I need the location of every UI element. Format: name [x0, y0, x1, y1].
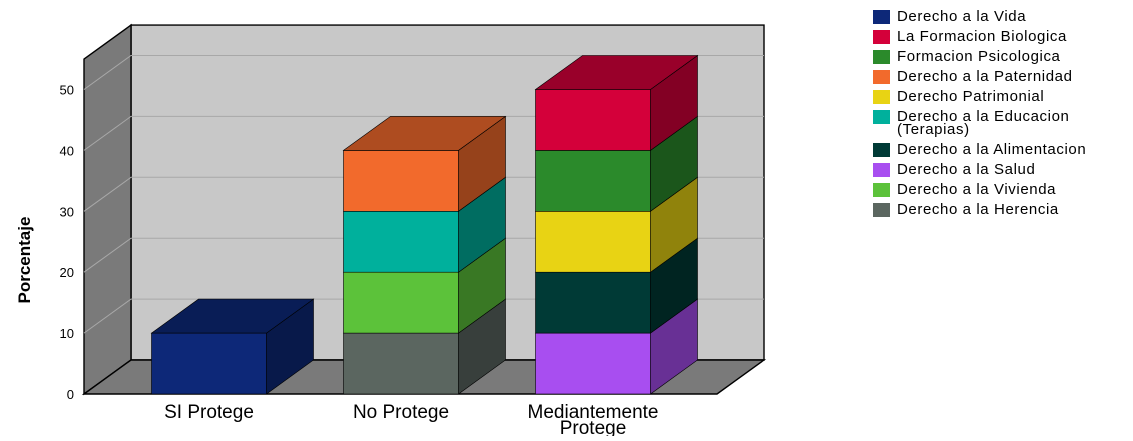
bar-segment [151, 332, 267, 395]
legend-item: Derecho a la Vivienda [873, 181, 1133, 201]
legend-item: Derecho a la Paternidad [873, 68, 1133, 88]
bar-segment [343, 150, 459, 212]
bar-segment-top [534, 55, 699, 90]
legend-swatch [873, 163, 890, 177]
bar-segment [535, 89, 651, 151]
bar-segment [343, 271, 459, 334]
y-tick-label: 30 [60, 204, 74, 219]
bar-segment-top [342, 116, 507, 151]
legend-swatch [873, 203, 890, 217]
legend-item: Derecho a la Herencia [873, 201, 1133, 221]
legend-item: Formacion Psicologica [873, 48, 1133, 68]
legend-label: Formacion Psicologica [897, 48, 1061, 65]
bar-segment [535, 150, 651, 212]
legend-label: Derecho a la Vivienda [897, 181, 1057, 198]
legend-swatch [873, 10, 890, 24]
bar-segment [535, 271, 651, 334]
legend-label: Derecho a la Alimentacion [897, 141, 1087, 158]
legend-label: Derecho a la Herencia [897, 201, 1059, 218]
bar-segment [343, 332, 459, 395]
legend-label: La Formacion Biologica [897, 28, 1067, 45]
bar-segment [535, 211, 651, 273]
bar-segment [535, 332, 651, 395]
legend-label: Derecho a la Salud [897, 161, 1036, 178]
legend-item: La Formacion Biologica [873, 28, 1133, 48]
y-tick-label: 40 [60, 143, 74, 158]
legend-swatch [873, 183, 890, 197]
bar-segment-top [150, 298, 315, 334]
y-tick-label: 50 [60, 83, 74, 98]
legend-swatch [873, 110, 890, 124]
legend-item: Derecho Patrimonial [873, 88, 1133, 108]
y-tick-label: 0 [67, 387, 74, 402]
legend: Derecho a la Vida La Formacion Biologica F… [873, 8, 1133, 221]
y-tick-label: 20 [60, 265, 74, 280]
x-tick-label: Mediantemente Protege [528, 402, 659, 436]
x-tick-label: SI Protege [164, 402, 254, 423]
legend-label: Derecho a la Vida [897, 8, 1027, 25]
legend-swatch [873, 30, 890, 44]
x-tick-label: No Protege [353, 402, 449, 423]
legend-swatch [873, 70, 890, 84]
left-wall [83, 23, 132, 396]
legend-label: Derecho a la Paternidad [897, 68, 1073, 85]
y-tick-label: 10 [60, 326, 74, 341]
legend-swatch [873, 90, 890, 104]
y-axis-label: Porcentaje [15, 217, 34, 304]
legend-item: Derecho a la Salud [873, 161, 1133, 181]
gridline [83, 55, 764, 90]
legend-item: Derecho a la Educacion (Terapias) [873, 108, 1133, 141]
legend-item: Derecho a la Alimentacion [873, 141, 1133, 161]
legend-swatch [873, 50, 890, 64]
legend-label: Derecho Patrimonial [897, 88, 1045, 105]
bar-segment [343, 211, 459, 273]
legend-swatch [873, 143, 890, 157]
legend-label: Derecho a la Educacion (Terapias) [897, 108, 1070, 138]
legend-item: Derecho a la Vida [873, 8, 1133, 28]
